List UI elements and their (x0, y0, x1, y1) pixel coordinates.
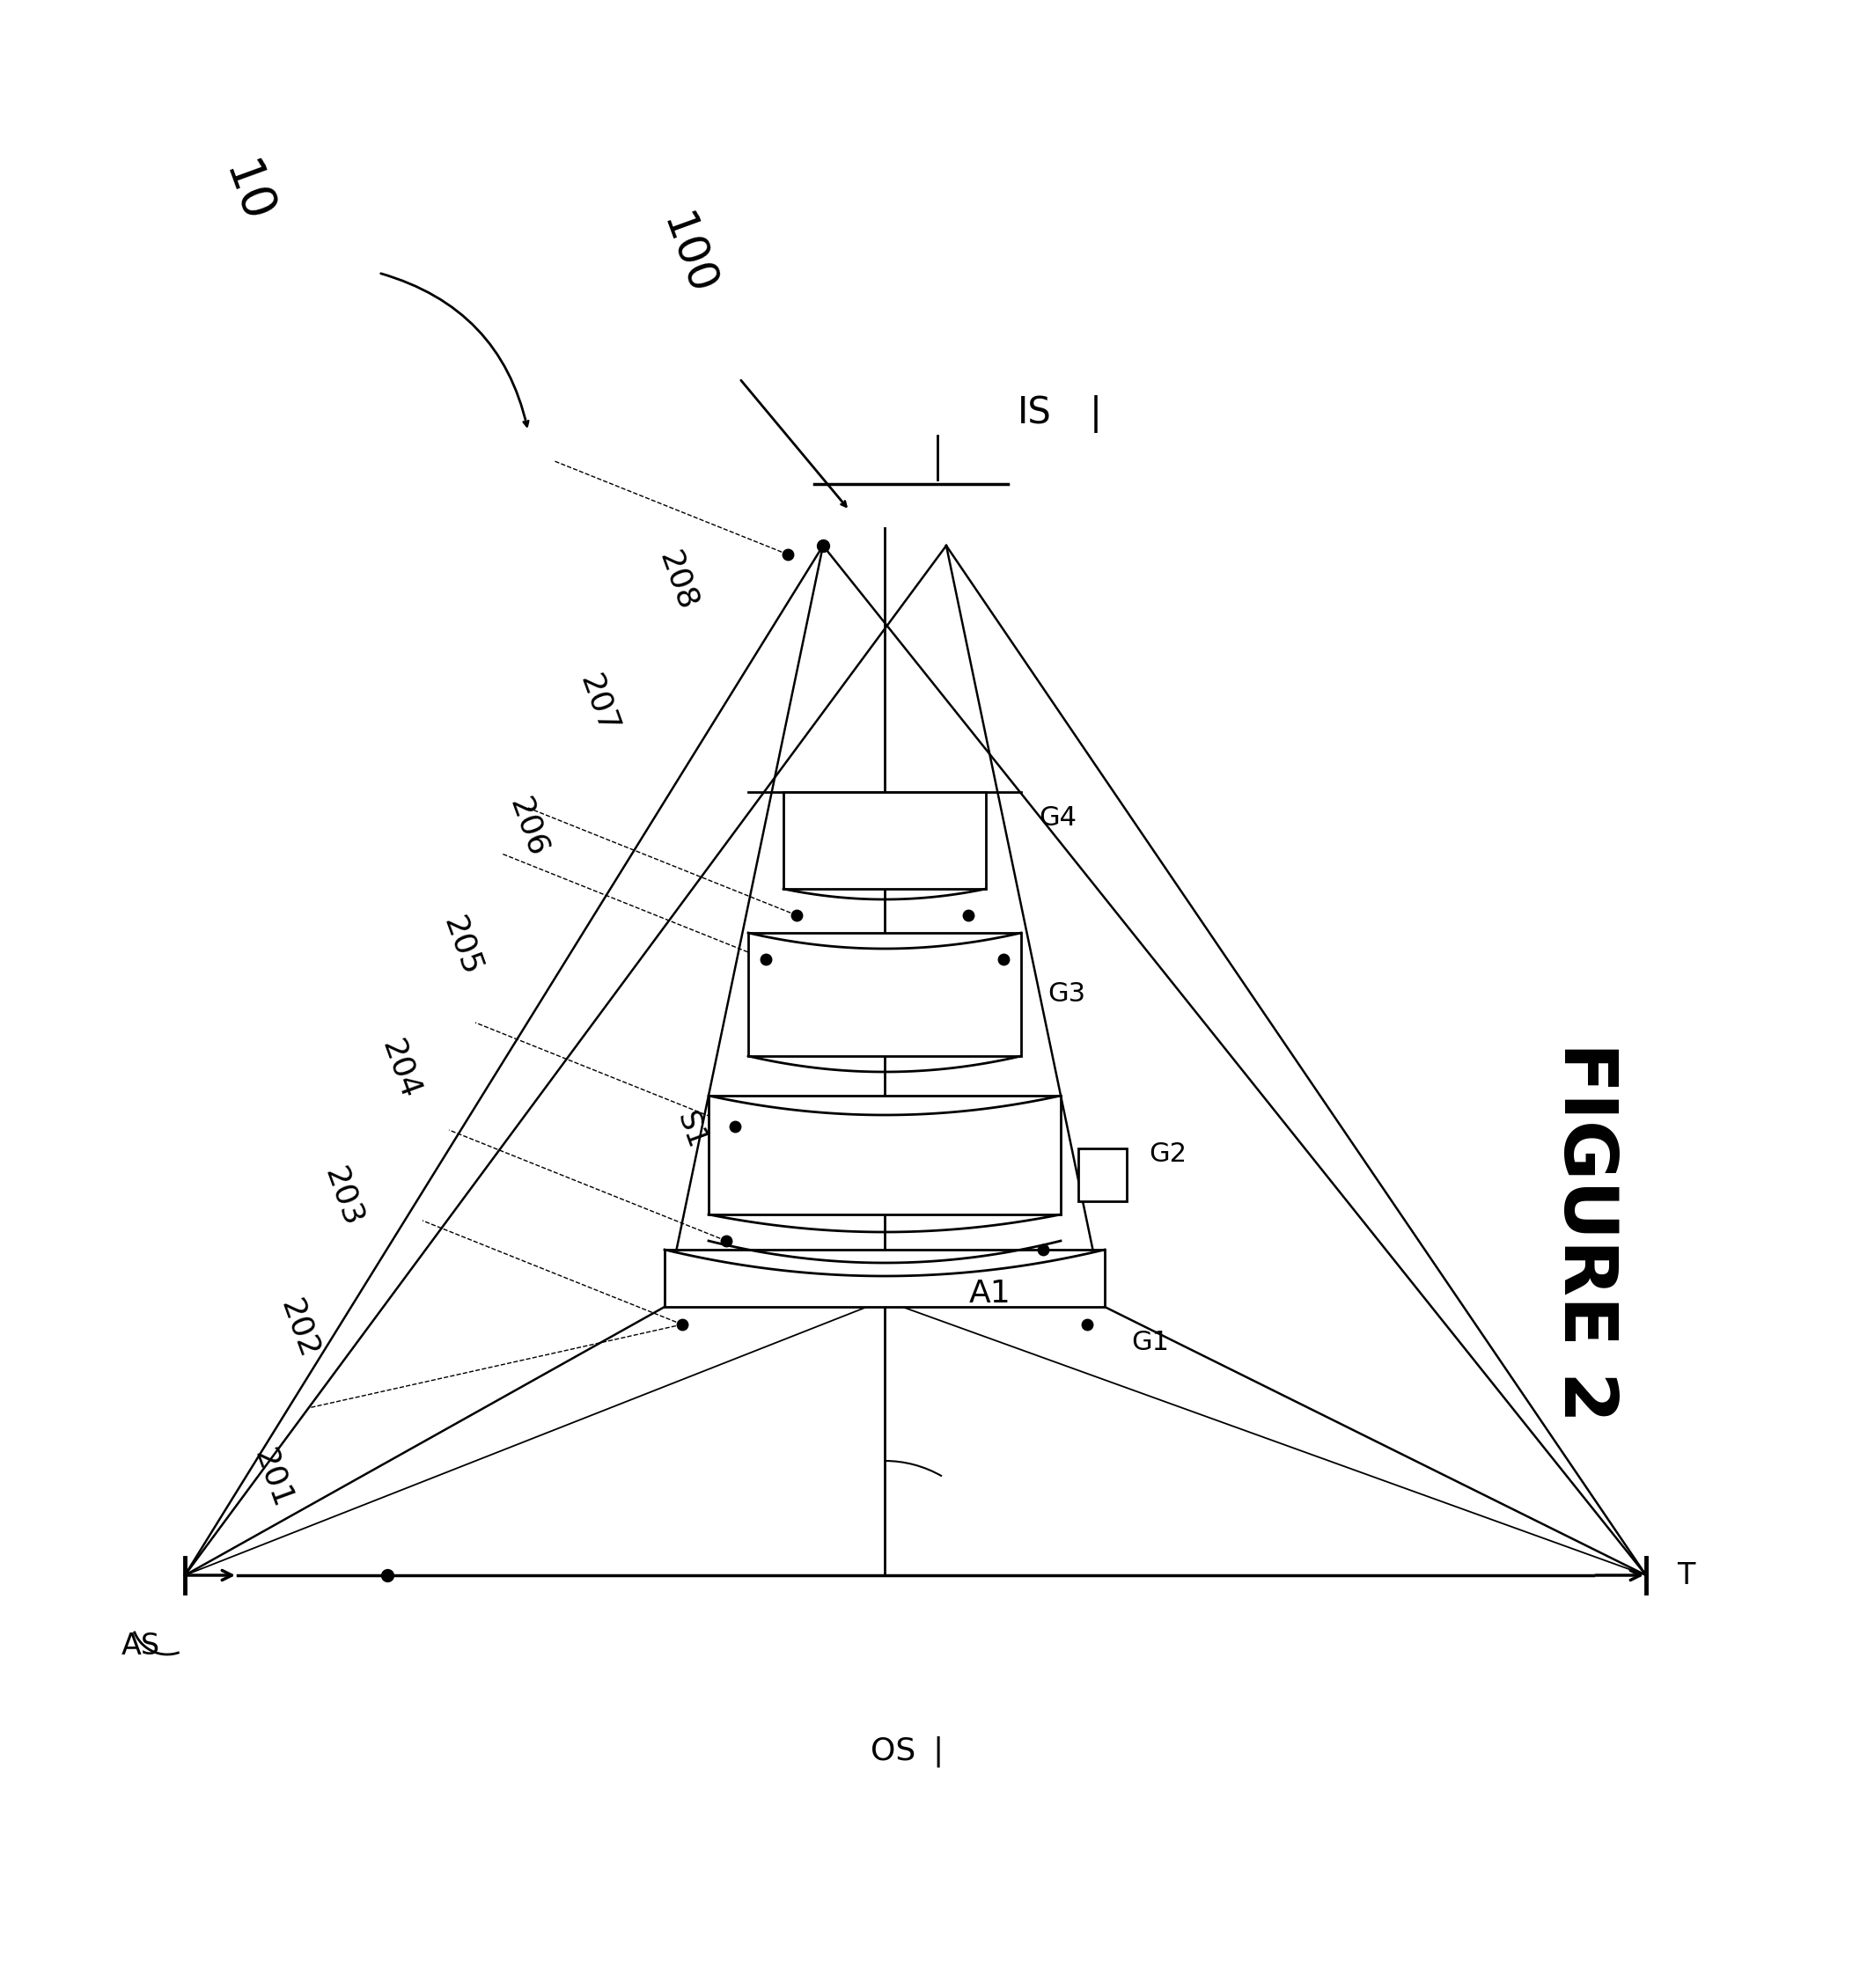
Text: 201: 201 (248, 1445, 297, 1513)
Text: G4: G4 (1038, 805, 1077, 831)
Text: OS: OS (870, 1736, 917, 1765)
Text: 204: 204 (375, 1036, 426, 1103)
Text: S1: S1 (670, 1107, 711, 1153)
Text: A1: A1 (969, 1278, 1012, 1308)
Bar (665, 1250, 1105, 1306)
Text: |: | (1090, 396, 1102, 433)
Text: 202: 202 (274, 1296, 323, 1362)
Bar (1079, 1149, 1126, 1201)
Text: FIGURE 2: FIGURE 2 (1550, 1042, 1621, 1421)
Text: G2: G2 (1148, 1141, 1187, 1167)
Text: G1: G1 (1131, 1330, 1169, 1354)
Text: 10: 10 (213, 157, 280, 231)
Bar (784, 791, 986, 889)
Text: 100: 100 (652, 209, 721, 302)
Text: G3: G3 (1047, 982, 1085, 1008)
Bar (709, 1095, 1060, 1215)
Text: IS: IS (1018, 396, 1051, 431)
Text: 205: 205 (437, 912, 487, 980)
Text: 207: 207 (575, 670, 624, 738)
Text: |: | (932, 1736, 943, 1767)
Text: 206: 206 (504, 793, 553, 861)
Bar (749, 932, 1021, 1056)
Text: T: T (1677, 1561, 1695, 1590)
Text: 208: 208 (653, 547, 702, 614)
Text: AS: AS (121, 1630, 161, 1660)
Text: 203: 203 (319, 1163, 368, 1231)
